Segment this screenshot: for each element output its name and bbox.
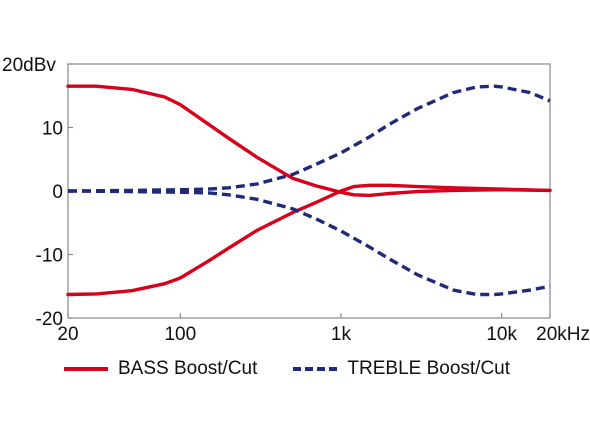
chart-legend: BASS Boost/Cut TREBLE Boost/Cut: [64, 352, 564, 386]
bass-cut-curve: [66, 183, 552, 297]
y-tick-label: -10: [36, 246, 63, 267]
y-tick-label: -20: [36, 309, 63, 330]
legend-item-treble: TREBLE Boost/Cut: [293, 358, 510, 380]
x-tick-label: 20kHz: [536, 324, 590, 345]
y-tick-label: 20dBv: [2, 55, 56, 76]
legend-item-bass: BASS Boost/Cut: [64, 358, 257, 380]
y-tick-label: 10: [42, 119, 63, 140]
x-tick-label: 1k: [331, 324, 352, 345]
bass-boost-curve: [66, 84, 552, 198]
x-tick-label: 20: [57, 324, 78, 345]
treble-cut-curve: [67, 189, 551, 297]
legend-label-treble: TREBLE Boost/Cut: [347, 358, 511, 379]
x-tick-label: 10k: [486, 324, 517, 345]
legend-swatch-solid: [64, 367, 108, 371]
y-tick-label: 0: [52, 182, 63, 203]
legend-label-bass: BASS Boost/Cut: [118, 358, 258, 379]
treble-boost-curve: [67, 84, 551, 193]
x-tick-label: 100: [164, 324, 196, 345]
legend-swatch-dashed: [293, 367, 338, 371]
